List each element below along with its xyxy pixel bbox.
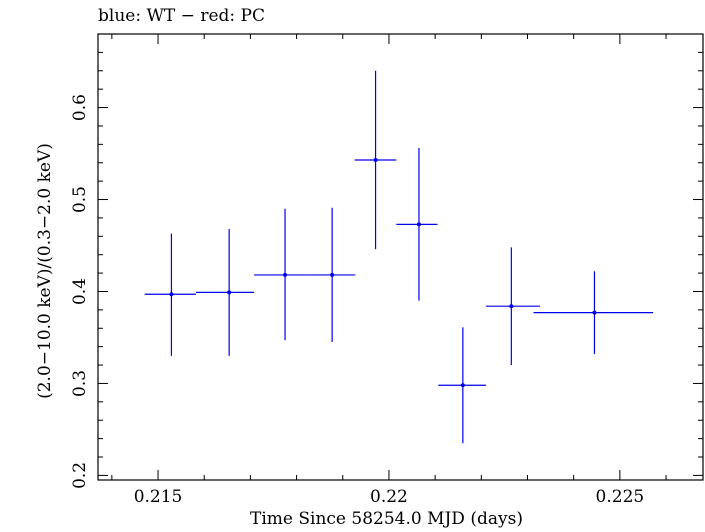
data-point — [509, 304, 514, 309]
data-point-group — [254, 208, 308, 341]
plot-frame — [97, 33, 704, 481]
data-point — [227, 290, 232, 295]
data-point — [460, 383, 465, 388]
data-point-group — [307, 207, 356, 343]
data-point — [283, 272, 288, 277]
data-point — [416, 222, 421, 227]
x-tick-label: 0.22 — [370, 487, 408, 507]
data-point — [592, 310, 597, 315]
data-point-group — [396, 148, 438, 301]
axis-ticks — [98, 33, 703, 480]
y-tick-label: 0.3 — [70, 370, 90, 397]
data-point-group — [533, 271, 654, 355]
data-point — [330, 272, 335, 277]
data-point-group — [354, 70, 397, 250]
x-tick-label: 0.225 — [596, 487, 645, 507]
x-tick-label: 0.215 — [134, 487, 183, 507]
y-tick-label: 0.2 — [70, 462, 90, 489]
data-marks — [144, 70, 654, 444]
data-point-group — [438, 327, 486, 444]
y-tick-label: 0.5 — [70, 186, 90, 213]
data-point-group — [485, 247, 540, 366]
y-tick-label: 0.6 — [70, 94, 90, 121]
y-axis-label: (2.0−10.0 keV)/(0.3−2.0 keV) — [35, 143, 55, 399]
chart-title: blue: WT − red: PC — [98, 6, 265, 26]
data-point-group — [144, 233, 196, 356]
data-point-group — [195, 228, 255, 356]
data-point — [169, 292, 174, 297]
x-axis-label: Time Since 58254.0 MJD (days) — [250, 509, 523, 529]
data-point — [373, 157, 378, 162]
y-tick-label: 0.4 — [70, 278, 90, 305]
tick-labels: 0.215 0.22 0.225 0.2 0.3 0.4 0.5 0.6 — [70, 94, 644, 507]
